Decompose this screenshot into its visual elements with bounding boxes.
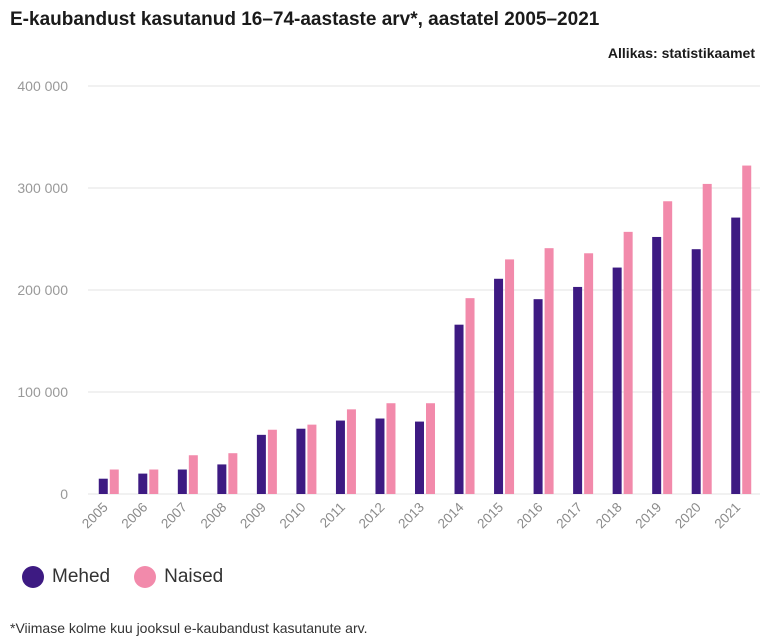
- x-tick-label-2018: 2018: [593, 500, 625, 532]
- bar-mehed-2010: [296, 428, 306, 494]
- bar-naised-2018: [623, 231, 633, 495]
- x-tick-label-2014: 2014: [435, 499, 467, 531]
- bar-mehed-2019: [652, 236, 662, 494]
- x-tick-label-2012: 2012: [356, 500, 388, 532]
- legend-item-mehed[interactable]: Mehed: [22, 566, 110, 588]
- bar-naised-2015: [505, 259, 515, 494]
- x-tick-label-2020: 2020: [672, 500, 704, 532]
- bar-mehed-2011: [335, 420, 345, 494]
- legend-swatch-naised: [134, 566, 157, 588]
- x-tick-label-2007: 2007: [158, 500, 190, 532]
- bar-naised-2017: [584, 253, 594, 494]
- bar-naised-2010: [307, 424, 317, 494]
- y-tick-label-100000: 100 000: [17, 384, 68, 400]
- chart-title: E-kaubandust kasutanud 16–74-aastaste ar…: [10, 9, 600, 30]
- y-tick-label-0: 0: [60, 486, 68, 502]
- legend-swatch-mehed: [22, 566, 44, 588]
- y-tick-label-400000: 400 000: [17, 78, 68, 94]
- legend: Mehed Naised: [22, 566, 247, 588]
- y-tick-label-200000: 200 000: [17, 282, 68, 298]
- bar-mehed-2014: [454, 324, 464, 494]
- bar-mehed-2009: [256, 434, 266, 494]
- bar-naised-2009: [267, 429, 277, 494]
- bar-mehed-2020: [691, 249, 701, 494]
- bar-naised-2013: [426, 403, 435, 494]
- x-tick-label-2019: 2019: [632, 500, 664, 532]
- y-tick-label-300000: 300 000: [17, 180, 68, 196]
- bar-mehed-2015: [494, 278, 504, 494]
- bar-mehed-2012: [375, 418, 385, 494]
- bar-mehed-2021: [731, 217, 741, 494]
- bar-naised-2016: [544, 248, 554, 494]
- bar-naised-2005: [109, 469, 119, 494]
- bar-naised-2020: [702, 183, 712, 495]
- bar-mehed-2017: [573, 286, 583, 494]
- bar-mehed-2013: [415, 421, 424, 494]
- bar-naised-2008: [228, 453, 238, 494]
- bar-naised-2014: [465, 298, 475, 494]
- bar-naised-2006: [149, 469, 159, 494]
- bar-mehed-2007: [177, 469, 187, 494]
- bar-mehed-2018: [612, 267, 622, 494]
- x-tick-label-2010: 2010: [277, 500, 309, 532]
- x-tick-label-2015: 2015: [474, 500, 506, 532]
- x-tick-label-2005: 2005: [79, 500, 111, 532]
- legend-label-mehed: Mehed: [52, 566, 111, 587]
- bar-naised-2007: [188, 455, 198, 494]
- x-tick-label-2017: 2017: [553, 500, 585, 532]
- bar-naised-2012: [386, 403, 396, 494]
- legend-item-naised[interactable]: Naised: [134, 566, 223, 588]
- x-tick-label-2021: 2021: [712, 500, 744, 532]
- x-tick-label-2008: 2008: [198, 500, 230, 532]
- x-tick-label-2016: 2016: [514, 500, 546, 532]
- x-tick-label-2013: 2013: [395, 500, 427, 532]
- bar-naised-2021: [742, 165, 752, 494]
- bar-mehed-2005: [98, 478, 108, 494]
- footnote: *Viimase kolme kuu jooksul e-kaubandust …: [10, 620, 368, 636]
- bar-mehed-2008: [217, 464, 227, 494]
- bar-mehed-2006: [138, 473, 148, 494]
- source-label: Allikas: statistikaamet: [607, 45, 755, 61]
- bar-naised-2019: [663, 201, 673, 494]
- bar-naised-2011: [346, 409, 356, 494]
- legend-label-naised: Naised: [164, 566, 224, 587]
- x-tick-label-2011: 2011: [317, 500, 348, 531]
- x-tick-label-2009: 2009: [237, 500, 269, 532]
- x-tick-label-2006: 2006: [119, 500, 151, 532]
- bar-mehed-2016: [533, 299, 543, 494]
